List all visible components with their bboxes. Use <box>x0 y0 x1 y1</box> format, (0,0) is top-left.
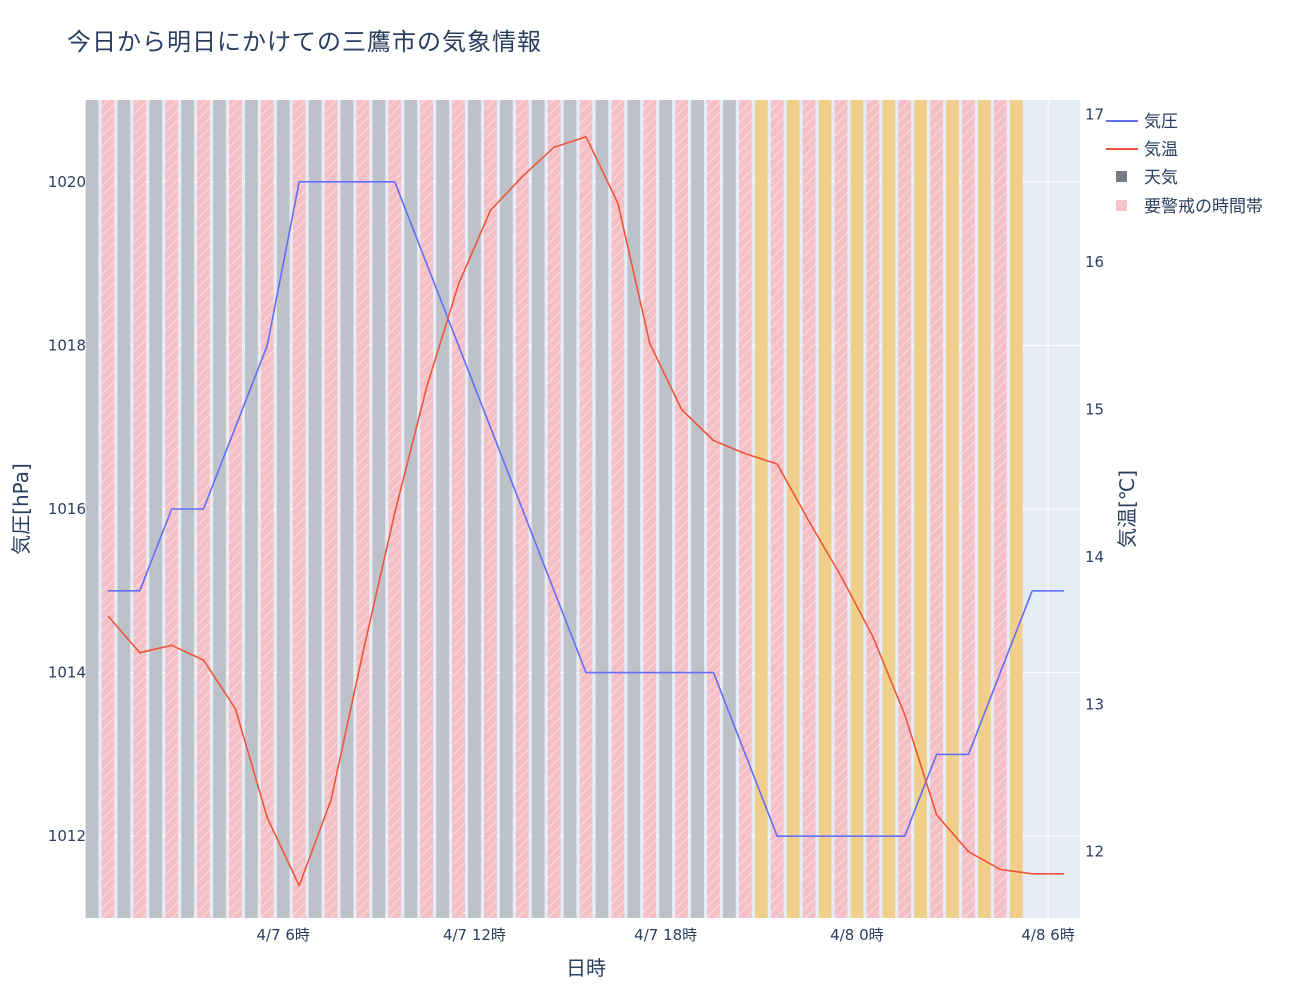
alert-bar <box>292 100 306 918</box>
y2-tick-label: 17 <box>1085 106 1104 124</box>
weather-bar <box>563 100 577 918</box>
weather-bar <box>850 100 864 918</box>
weather-bar <box>499 100 513 918</box>
y-tick-label: 1012 <box>48 827 86 845</box>
weather-bar <box>595 100 609 918</box>
alert-periods <box>101 100 1007 918</box>
weather-bar <box>531 100 545 918</box>
alert-bar <box>484 100 497 918</box>
weather-bar <box>659 100 673 918</box>
alert-bar <box>388 100 402 918</box>
alert-bar <box>802 100 816 918</box>
weather-bar <box>149 100 163 918</box>
alert-bar <box>930 100 943 918</box>
pressure-line <box>107 181 1065 838</box>
weather-bar <box>627 100 641 918</box>
alert-bar <box>643 100 657 918</box>
y-tick-label: 1020 <box>48 173 86 191</box>
weather-bar <box>276 100 290 918</box>
weather-bar <box>818 100 832 918</box>
alert-bar <box>866 100 880 918</box>
weather-bar <box>404 100 418 918</box>
y2-tick-label: 16 <box>1085 253 1104 271</box>
alert-bar <box>260 100 274 918</box>
y-tick-label: 1018 <box>48 336 86 354</box>
alert-bar <box>993 100 1007 918</box>
legend-alert-swatch <box>1116 200 1127 211</box>
weather-bar <box>723 100 736 918</box>
alert-bar <box>834 100 848 918</box>
weather-bar <box>914 100 928 918</box>
alert-bar <box>898 100 912 918</box>
weather-bars <box>85 100 1023 918</box>
weather-bar <box>213 100 226 918</box>
x-tick-label: 4/7 6時 <box>256 926 309 944</box>
alert-bar <box>324 100 338 918</box>
weather-bar <box>308 100 322 918</box>
weather-bar <box>85 100 99 918</box>
weather-bar <box>754 100 768 918</box>
legend: 気圧 気温 天気 要警戒の時間帯 <box>1106 112 1263 217</box>
y2-tick-label: 12 <box>1085 843 1104 861</box>
alert-bar <box>133 100 147 918</box>
legend-item-alert[interactable]: 要警戒の時間帯 <box>1116 197 1263 217</box>
legend-alert-label: 要警戒の時間帯 <box>1144 197 1263 217</box>
alert-bar <box>707 100 720 918</box>
weather-bar <box>372 100 386 918</box>
alert-bar <box>611 100 625 918</box>
y2-tick-label: 15 <box>1085 401 1104 419</box>
y-tick-label: 1014 <box>48 664 86 682</box>
weather-bar <box>882 100 896 918</box>
x-axis-ticks: 4/7 6時 4/7 12時 4/7 18時 4/8 0時 4/8 6時 <box>256 926 1074 944</box>
legend-item-weather[interactable]: 天気 <box>1116 168 1178 188</box>
legend-item-pressure[interactable]: 気圧 <box>1106 112 1178 132</box>
alert-bar <box>356 100 370 918</box>
alert-bar <box>229 100 242 918</box>
x-tick-label: 4/7 18時 <box>634 926 697 944</box>
weather-bar <box>436 100 449 918</box>
y-tick-label: 1016 <box>48 500 86 518</box>
alert-bar <box>675 100 688 918</box>
alert-bar <box>962 100 975 918</box>
x-axis-title: 日時 <box>566 956 606 980</box>
legend-pressure-label: 気圧 <box>1144 112 1178 132</box>
alert-bar <box>547 100 561 918</box>
weather-bar <box>786 100 800 918</box>
x-tick-label: 4/7 12時 <box>443 926 506 944</box>
legend-item-temperature[interactable]: 気温 <box>1106 140 1178 160</box>
alert-bar <box>738 100 752 918</box>
legend-weather-swatch <box>1116 171 1127 182</box>
y2-axis-title: 気温[℃] <box>1115 470 1139 548</box>
alert-bar <box>420 100 434 918</box>
weather-bar <box>946 100 959 918</box>
legend-weather-label: 天気 <box>1144 168 1178 188</box>
x-tick-label: 4/8 6時 <box>1021 926 1074 944</box>
temperature-line <box>107 136 1065 887</box>
weather-bar <box>468 100 481 918</box>
y-axis-ticks: 1012 1014 1016 1018 1020 <box>48 173 86 845</box>
weather-bar <box>340 100 354 918</box>
y2-tick-label: 14 <box>1085 548 1104 566</box>
weather-bar <box>691 100 704 918</box>
weather-bar <box>244 100 258 918</box>
alert-bar <box>770 100 784 918</box>
series-lines <box>107 136 1065 887</box>
weather-bar <box>1009 100 1023 918</box>
legend-temperature-label: 気温 <box>1144 140 1178 160</box>
y2-tick-label: 13 <box>1085 695 1104 713</box>
chart-title: 今日から明日にかけての三鷹市の気象情報 <box>67 28 542 56</box>
alert-bar <box>452 100 465 918</box>
alert-bar <box>579 100 593 918</box>
weather-bar <box>117 100 131 918</box>
y-axis-title: 気圧[hPa] <box>9 463 33 555</box>
alert-bar <box>101 100 115 918</box>
weather-bar <box>978 100 991 918</box>
y2-axis-ticks: 12 13 14 15 16 17 <box>1085 106 1104 861</box>
x-tick-label: 4/8 0時 <box>830 926 883 944</box>
